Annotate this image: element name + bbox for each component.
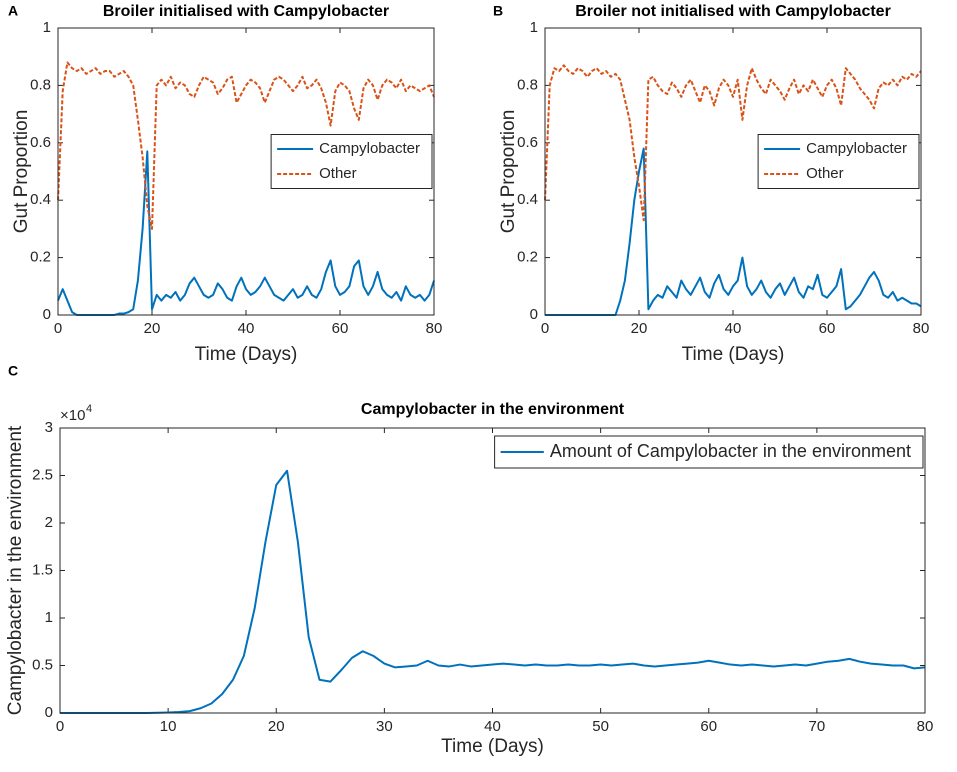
y-tick-label: 0.8 (517, 76, 538, 93)
x-tick-label: 30 (376, 718, 393, 735)
legend: Campylobacter Other (757, 134, 920, 189)
y-tick-label: 2 (45, 514, 53, 531)
legend-label: Campylobacter (319, 140, 420, 157)
x-tick-label: 50 (592, 718, 609, 735)
x-axis-label: Time (Days) (682, 344, 785, 365)
x-tick-label: 40 (725, 320, 742, 337)
y-tick-label: 0.4 (517, 191, 538, 208)
series-line (57, 150, 435, 316)
x-axis-label: Time (Days) (195, 344, 298, 365)
x-tick-label: 0 (54, 320, 62, 337)
legend-label: Amount of Campylobacter in the environme… (550, 441, 911, 461)
y-tick-label: 0.5 (32, 656, 53, 673)
x-tick-label: 0 (541, 320, 549, 337)
y-tick-label: 1 (530, 19, 538, 36)
legend-box (270, 134, 433, 189)
legend-label: Other (319, 165, 357, 182)
legend-label: Other (806, 165, 844, 182)
legend: Amount of Campylobacter in the environme… (494, 435, 924, 469)
x-axis-label: Time (Days) (441, 736, 544, 757)
plot-frame (57, 27, 435, 316)
x-tick-label: 80 (917, 718, 934, 735)
y-axis-label: Campylobacter in the environment (5, 425, 26, 715)
series-line (544, 64, 922, 222)
panel-letter: B (493, 3, 503, 19)
y-tick-label: 0.4 (30, 191, 51, 208)
y-tick-label: 0.2 (517, 249, 538, 266)
x-tick-label: 80 (426, 320, 443, 337)
x-tick-label: 20 (144, 320, 161, 337)
panel-letter: C (8, 363, 18, 379)
x-tick-label: 10 (160, 718, 177, 735)
y-tick-label: 0.8 (30, 76, 51, 93)
legend: Campylobacter Other (270, 134, 433, 189)
plot-frame (544, 27, 922, 316)
y-exponent-power: 4 (86, 403, 92, 415)
y-tick-label: 1 (43, 19, 51, 36)
y-tick-label: 0 (43, 306, 51, 323)
x-tick-label: 40 (484, 718, 501, 735)
plot-area (59, 427, 926, 714)
y-tick-label: 0.6 (517, 134, 538, 151)
series-line (57, 61, 435, 230)
y-tick-label: 1 (45, 609, 53, 626)
chart-title: Broiler initialised with Campylobacter (103, 3, 389, 20)
x-tick-label: 80 (913, 320, 930, 337)
x-tick-label: 0 (56, 718, 64, 735)
legend-box (757, 134, 920, 189)
x-tick-label: 20 (631, 320, 648, 337)
y-tick-label: 0 (45, 704, 53, 721)
y-tick-label: 0 (530, 306, 538, 323)
y-exponent-base: ×10 (60, 407, 85, 424)
legend-label: Campylobacter (806, 140, 907, 157)
chart-title: Broiler not initialised with Campylobact… (575, 3, 891, 20)
y-tick-label: 3 (45, 419, 53, 436)
x-tick-label: 60 (700, 718, 717, 735)
y-tick-label: 0.6 (30, 134, 51, 151)
x-tick-label: 60 (332, 320, 349, 337)
y-tick-label: 2.5 (32, 466, 53, 483)
x-tick-label: 70 (809, 718, 826, 735)
series-line (60, 469, 926, 714)
x-tick-label: 40 (238, 320, 255, 337)
y-axis-label: Gut Proportion (498, 110, 519, 234)
x-tick-label: 60 (819, 320, 836, 337)
plot-frame (59, 427, 926, 714)
panel-letter: A (8, 3, 18, 19)
x-tick-label: 20 (268, 718, 285, 735)
legend-box (494, 435, 924, 469)
y-axis-label: Gut Proportion (11, 110, 32, 234)
y-tick-label: 1.5 (32, 561, 53, 578)
chart-title: Campylobacter in the environment (361, 401, 625, 418)
y-tick-label: 0.2 (30, 249, 51, 266)
